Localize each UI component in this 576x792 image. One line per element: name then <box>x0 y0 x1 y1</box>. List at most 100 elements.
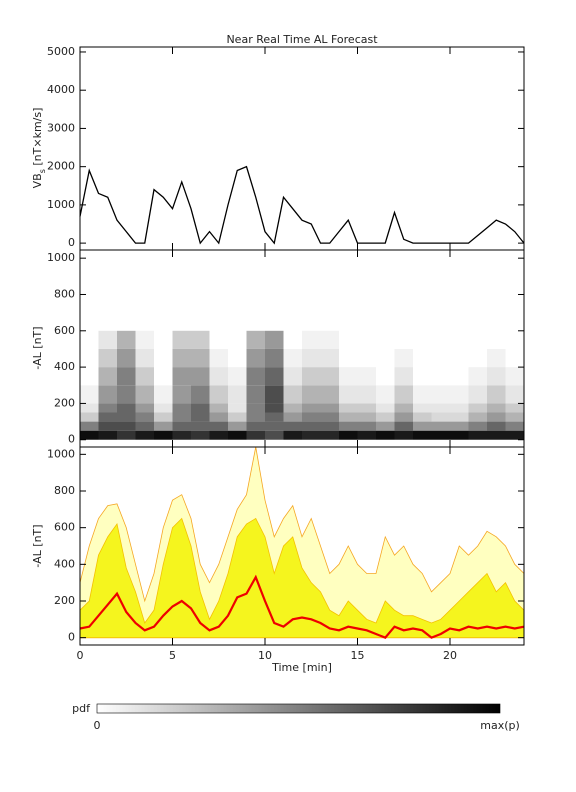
heat-cell <box>172 430 191 440</box>
x-tick-label: 15 <box>351 649 365 662</box>
heat-cell <box>246 430 265 440</box>
heat-cell <box>487 430 506 440</box>
heat-cell <box>505 348 524 368</box>
heat-cell <box>98 403 117 413</box>
heat-cell <box>172 385 191 404</box>
heat-cell <box>80 421 99 431</box>
heat-cell <box>98 348 117 368</box>
y-tick-label: 600 <box>54 324 75 337</box>
heat-cell <box>98 330 117 349</box>
y-tick-label: 3000 <box>47 121 75 134</box>
colorbar <box>96 703 501 714</box>
heat-cell <box>450 430 469 440</box>
heat-cell <box>320 367 339 386</box>
median-line <box>79 574 525 639</box>
heat-cell <box>98 421 117 431</box>
heat-cell <box>80 330 99 349</box>
heat-cell <box>357 367 376 386</box>
heat-cell <box>80 430 99 440</box>
heat-cell <box>265 330 284 349</box>
heat-cell <box>246 385 265 404</box>
y-axis-label: VBs [nT×km/s] <box>31 108 47 189</box>
heat-cell <box>487 348 506 368</box>
heat-cell <box>320 430 339 440</box>
heat-cell <box>320 412 339 422</box>
y-tick-label: 600 <box>54 521 75 534</box>
heat-cell <box>505 421 524 431</box>
heat-cell <box>283 403 302 413</box>
heat-cell <box>487 412 506 422</box>
heat-cell <box>117 430 136 440</box>
heat-cell <box>98 412 117 422</box>
heat-cell <box>191 348 210 368</box>
heat-cell <box>191 403 210 413</box>
y-tick-label: 1000 <box>47 198 75 211</box>
heat-cell <box>413 430 432 440</box>
heat-cell <box>468 367 487 386</box>
heat-cell <box>468 412 487 422</box>
heat-cell <box>487 367 506 386</box>
heat-cell <box>431 412 450 422</box>
y-tick-label: 0 <box>68 433 75 446</box>
heat-cell <box>135 430 154 440</box>
heat-cell <box>431 421 450 431</box>
y-label-main: VB <box>31 173 44 188</box>
heat-cell <box>80 403 99 413</box>
heat-cell <box>246 421 265 431</box>
heat-cell <box>265 385 284 404</box>
heat-cell <box>413 385 432 404</box>
heat-cell <box>80 385 99 404</box>
heat-cell <box>357 330 376 349</box>
heat-cell <box>505 403 524 413</box>
heat-cell <box>413 412 432 422</box>
heat-cell <box>246 403 265 413</box>
heat-cell <box>135 330 154 349</box>
heat-cell <box>117 330 136 349</box>
heat-cell <box>135 385 154 404</box>
heat-cell <box>172 403 191 413</box>
y-tick-label: 800 <box>54 287 75 300</box>
heat-cell <box>431 367 450 386</box>
heat-cell <box>339 330 358 349</box>
heat-cell <box>265 367 284 386</box>
heat-cell <box>376 348 395 368</box>
heat-cell <box>154 330 173 349</box>
heat-cell <box>320 385 339 404</box>
heat-cell <box>376 385 395 404</box>
heat-cell <box>413 330 432 349</box>
colorbar-min: 0 <box>94 719 101 732</box>
heat-cell <box>357 430 376 440</box>
heat-cell <box>339 412 358 422</box>
heat-cell <box>154 385 173 404</box>
heat-cell <box>191 385 210 404</box>
heat-cell <box>339 421 358 431</box>
heat-cell <box>394 367 413 386</box>
data-line <box>79 165 525 245</box>
heat-cell <box>431 348 450 368</box>
heat-cell <box>394 421 413 431</box>
heat-cell <box>135 403 154 413</box>
heat-cell <box>154 430 173 440</box>
heat-cell <box>394 385 413 404</box>
heat-cell <box>487 330 506 349</box>
heat-cell <box>283 367 302 386</box>
colorbar-max: max(p) <box>480 719 520 732</box>
colorbar-label: pdf <box>72 702 91 715</box>
heat-cell <box>283 430 302 440</box>
heat-cell <box>505 430 524 440</box>
heat-cell <box>283 385 302 404</box>
heat-cell <box>376 412 395 422</box>
heat-cell <box>505 330 524 349</box>
heat-cell <box>228 385 247 404</box>
heat-cell <box>209 385 228 404</box>
heat-cell <box>154 403 173 413</box>
heat-cell <box>413 367 432 386</box>
heat-cell <box>376 403 395 413</box>
heat-cell <box>302 430 321 440</box>
heat-cell <box>283 330 302 349</box>
heat-cell <box>339 385 358 404</box>
heat-cell <box>468 385 487 404</box>
heat-cell <box>431 430 450 440</box>
heat-cell <box>117 403 136 413</box>
heat-cell <box>117 348 136 368</box>
